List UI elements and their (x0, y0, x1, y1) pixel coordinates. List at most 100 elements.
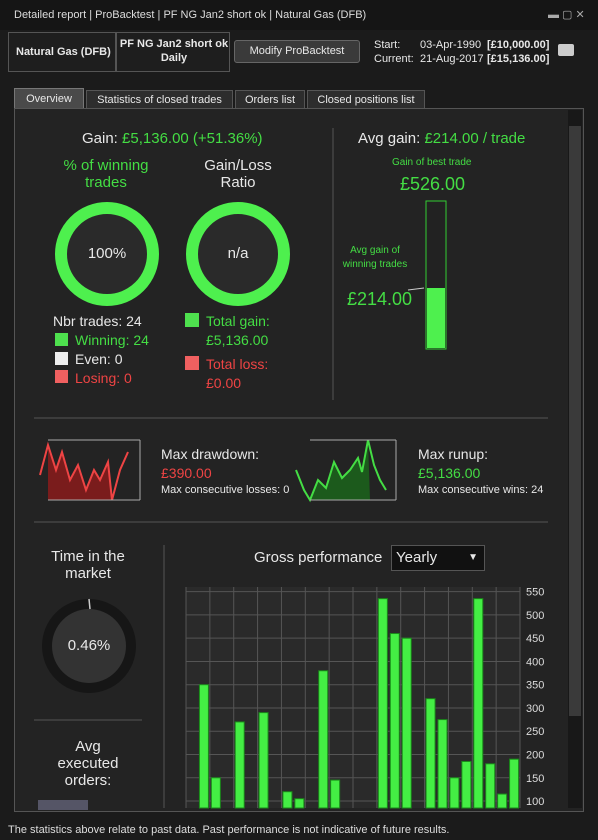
gain-label: Gain: (82, 130, 118, 147)
y-tick-label: 500 (526, 610, 544, 622)
legend-swatch (55, 352, 68, 365)
window-tabs: Detailed report | ProBacktest | PF NG Ja… (14, 9, 367, 21)
bar (437, 719, 448, 809)
orders-title: Avg executed orders: (57, 738, 119, 789)
total-gain-label: Total gain: (206, 313, 270, 329)
best-label: Gain of best trade (392, 157, 472, 168)
y-tick-label: 150 (526, 773, 544, 785)
window-tab[interactable]: Detailed report (14, 9, 87, 21)
period-value: Yearly (396, 549, 438, 566)
window-tab[interactable]: ProBacktest (95, 9, 155, 21)
gain-value: £5,136.00 (+51.36%) (122, 130, 263, 147)
bar (210, 777, 221, 809)
start-label: Start: (374, 39, 401, 51)
total-loss-label: Total loss: (206, 356, 269, 372)
winning-ring (55, 202, 159, 306)
y-tick-label: 350 (526, 680, 544, 692)
y-tick-label: 550 (526, 587, 544, 599)
bar (282, 791, 293, 809)
gross-title: Gross performance (254, 549, 383, 566)
bar (318, 670, 329, 809)
bar (425, 698, 436, 809)
start-value: [£10,000.00] (487, 39, 550, 51)
bar (198, 684, 209, 809)
avg-gain-label: Avg gain: (358, 130, 421, 147)
bar (258, 712, 269, 809)
best-value: £526.00 (400, 174, 466, 194)
runup-value: £5,136.00 (418, 465, 481, 481)
gauge-arrow (407, 287, 425, 291)
winning-title: % of winning trades (63, 157, 149, 191)
winning-value: 100% (87, 245, 127, 262)
bar (449, 777, 460, 809)
ratio-title: Gain/Loss Ratio (204, 157, 272, 191)
avg-gain-value: £214.00 / trade (424, 130, 526, 147)
bar (294, 798, 305, 809)
total-loss: £0.00 (206, 375, 242, 391)
ratio-value: n/a (227, 245, 249, 262)
drawdown-label: Max drawdown: (161, 446, 260, 462)
gauge-fill (427, 288, 445, 348)
y-tick-label: 200 (526, 749, 544, 761)
current-value: [£15,136.00] (487, 53, 550, 65)
runup-note: Max consecutive wins: 24 (418, 484, 544, 496)
legend-swatch (55, 370, 68, 383)
avg-value: £214.00 (347, 289, 413, 309)
scroll-thumb[interactable] (569, 126, 581, 716)
period-select[interactable]: Yearly ▼ (391, 545, 485, 571)
trades-winning: Winning: 24 (75, 332, 149, 348)
period: Daily (160, 52, 188, 64)
window-tab[interactable]: Natural Gas (DFB) (275, 9, 367, 21)
runup-line (295, 439, 387, 503)
y-tick-label: 250 (526, 726, 544, 738)
y-tick-label: 300 (526, 703, 544, 715)
market-value: 0.46% (67, 637, 111, 654)
gain: Gain: £5,136.00 (+51.36%) (82, 130, 263, 147)
system: PF NG Jan2 short ok (119, 38, 229, 50)
drawdown-note: Max consecutive losses: 0 (161, 484, 290, 496)
window-controls[interactable]: ▬ ▢ ✕ (548, 9, 585, 21)
current-date: 21-Aug-2017 (420, 53, 484, 65)
runup-label: Max runup: (418, 446, 489, 462)
bar (485, 763, 496, 809)
modify-button[interactable]: Modify ProBacktest (234, 40, 360, 63)
y-tick-label: 450 (526, 633, 544, 645)
instrument: Natural Gas (DFB) (16, 46, 111, 58)
runup-area (310, 440, 370, 500)
window-tab[interactable]: PF NG Jan2 short ok (163, 9, 267, 21)
market-sliver (88, 598, 91, 610)
bar (461, 760, 472, 809)
instrument-box (8, 32, 116, 72)
bar (330, 779, 341, 809)
legend-swatch (185, 356, 199, 370)
market-ring-inner (52, 609, 126, 683)
title-bar (0, 0, 598, 30)
y-tick-label: 400 (526, 656, 544, 668)
total-gain: £5,136.00 (206, 332, 269, 348)
ratio-ring (186, 202, 290, 306)
trades-even: Even: 0 (75, 351, 123, 367)
bar (509, 758, 520, 809)
trades-count: Nbr trades: 24 (53, 313, 142, 329)
legend-swatch (55, 333, 68, 346)
bar (389, 633, 400, 809)
legend-swatch (185, 313, 199, 327)
bar (377, 598, 388, 809)
tab[interactable]: Closed positions list (307, 90, 425, 110)
avg-gain: Avg gain: £214.00 / trade (358, 130, 525, 147)
drawdown-value: £390.00 (161, 465, 212, 481)
tab[interactable]: Orders list (235, 90, 305, 110)
bar (497, 793, 508, 809)
system-box (116, 32, 230, 72)
avg-label: Avg gain of winning trades (342, 245, 408, 270)
footer: The statistics above relate to past data… (8, 824, 450, 836)
bar (234, 721, 245, 809)
print-icon[interactable] (558, 44, 574, 56)
market-title: Time in the market (51, 548, 125, 582)
y-tick-label: 100 (526, 796, 544, 808)
orders-icon (38, 800, 88, 810)
bar (473, 598, 484, 809)
current-label: Current: (374, 53, 414, 65)
